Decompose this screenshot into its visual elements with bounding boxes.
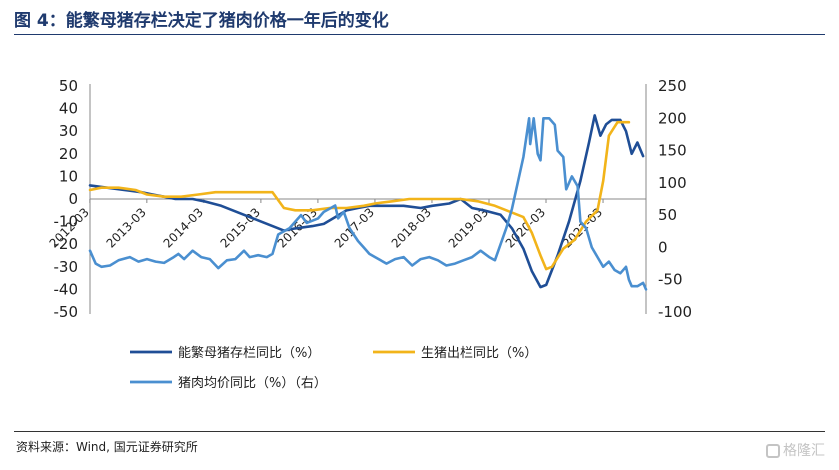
x-tick-label: 2019-03 — [446, 205, 491, 250]
left-tick-label: 20 — [59, 145, 78, 163]
left-tick-label: 30 — [59, 122, 78, 140]
source-note: 资料来源：Wind, 国元证券研究所 — [16, 440, 198, 454]
right-tick-label: 200 — [658, 109, 687, 127]
left-tick-label: 0 — [68, 190, 78, 208]
series-line-2 — [88, 120, 631, 271]
x-tick-label: 2014-03 — [161, 205, 206, 250]
legend-label-2: 生猪出栏同比（%） — [421, 346, 537, 361]
right-tick-label: 50 — [658, 206, 677, 224]
right-tick-label: 0 — [658, 238, 668, 256]
watermark-text: 格隆汇 — [783, 443, 825, 459]
right-tick-label: -50 — [658, 271, 683, 289]
axes: 50403020100-10-20-30-40-5025020015010050… — [47, 77, 692, 321]
left-tick-label: -10 — [54, 213, 79, 231]
figure-title: 图 4：能繁母猪存栏决定了猪肉价格一年后的变化 — [14, 11, 389, 31]
footer-divider — [14, 431, 825, 432]
right-tick-label: -100 — [658, 303, 692, 321]
right-tick-label: 250 — [658, 77, 687, 95]
left-tick-label: -50 — [54, 303, 79, 321]
left-tick-label: -20 — [54, 235, 79, 253]
x-tick-label: 2018-03 — [389, 205, 434, 250]
legend: 能繁母猪存栏同比（%） 生猪出栏同比（%） 猪肉均价同比（%）（右） — [130, 345, 537, 391]
right-tick-label: 100 — [658, 174, 687, 192]
left-tick-label: 40 — [59, 100, 78, 118]
watermark: 格隆汇 — [766, 440, 825, 460]
right-tick-label: 150 — [658, 142, 687, 160]
legend-label-1: 能繁母猪存栏同比（%） — [178, 345, 320, 361]
x-tick-label: 2017-03 — [332, 205, 377, 250]
series-lines — [88, 114, 648, 291]
series-line-1 — [88, 114, 645, 289]
left-tick-label: 10 — [59, 167, 78, 185]
left-tick-label: -30 — [54, 258, 79, 276]
x-tick-label: 2013-03 — [104, 205, 149, 250]
title-divider — [14, 34, 825, 35]
left-tick-label: 50 — [59, 77, 78, 95]
watermark-logo-icon — [766, 444, 780, 458]
left-tick-label: -40 — [54, 280, 79, 298]
series-line-3 — [88, 117, 648, 291]
legend-label-3: 猪肉均价同比（%）（右） — [178, 376, 327, 391]
